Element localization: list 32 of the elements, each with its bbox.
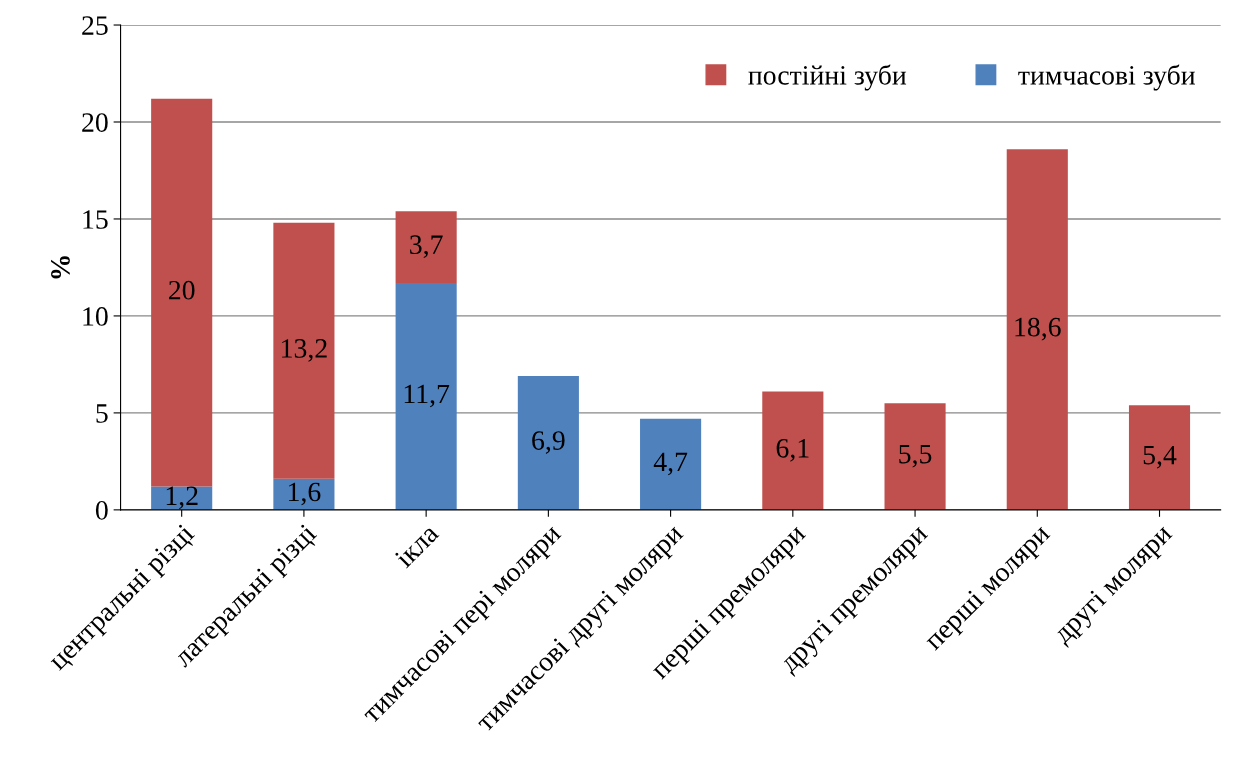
data-label: 5,4 xyxy=(1143,445,1177,469)
data-label: 6,1 xyxy=(776,439,809,462)
bar xyxy=(395,282,457,510)
bar xyxy=(640,418,702,510)
data-label: 1,6 xyxy=(289,482,321,506)
y-tick-label: 5 xyxy=(96,404,108,423)
data-label: 18,6 xyxy=(1015,317,1061,341)
legend-label: тимчасові зуби xyxy=(1018,64,1195,91)
bar xyxy=(517,376,579,510)
data-label: 13,2 xyxy=(282,339,327,362)
y-axis-title: % xyxy=(51,256,70,279)
bar xyxy=(884,403,946,510)
bar xyxy=(762,391,824,510)
legend-label: постійні зуби xyxy=(748,64,907,91)
data-label: 6,9 xyxy=(532,431,565,454)
bar xyxy=(1006,149,1068,510)
y-tick-label: 25 xyxy=(82,16,108,35)
bar xyxy=(273,222,335,479)
data-label: 1,2 xyxy=(166,486,198,510)
y-tick-label: 15 xyxy=(83,210,108,229)
y-tick-label: 10 xyxy=(83,307,108,326)
bar xyxy=(1128,405,1191,510)
data-label: 11,7 xyxy=(404,384,450,408)
y-tick-label: 20 xyxy=(82,113,108,132)
bar xyxy=(395,211,457,283)
data-label: 20 xyxy=(169,280,195,300)
x-tick-label: ікла xyxy=(393,522,440,569)
data-label: 5,5 xyxy=(899,445,932,468)
y-tick-label: 0 xyxy=(95,501,108,520)
bar xyxy=(151,98,213,487)
data-label: 3,7 xyxy=(410,235,443,259)
data-label: 4,7 xyxy=(653,452,688,476)
